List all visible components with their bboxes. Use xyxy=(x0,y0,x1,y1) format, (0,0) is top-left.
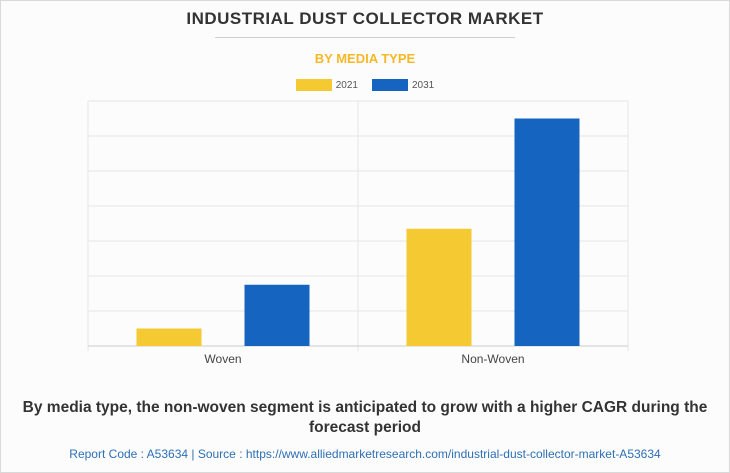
title-divider xyxy=(215,37,515,38)
legend-item-2021[interactable]: 2021 xyxy=(295,79,358,91)
source-footer: Report Code : A53634 | Source : https://… xyxy=(69,447,661,461)
bar-non-woven-2031 xyxy=(514,118,580,346)
chart-title: INDUSTRIAL DUST COLLECTOR MARKET xyxy=(186,9,544,28)
chart-legend: 2021 2031 xyxy=(0,79,730,91)
chart-caption: By media type, the non-woven segment is … xyxy=(22,399,708,436)
legend-label-2021: 2021 xyxy=(335,79,358,91)
legend-swatch-2021 xyxy=(295,79,332,91)
bar-woven-2031 xyxy=(244,284,310,346)
x-tick-label: Woven xyxy=(204,352,241,366)
bar-woven-2021 xyxy=(136,328,202,346)
legend-item-2031[interactable]: 2031 xyxy=(372,79,434,91)
x-tick-label: Non-Woven xyxy=(461,352,524,366)
legend-swatch-2031 xyxy=(372,79,408,91)
chart-subtitle: BY MEDIA TYPE xyxy=(314,51,416,66)
legend-label-2031: 2031 xyxy=(412,79,435,91)
bar-non-woven-2021 xyxy=(406,228,472,346)
